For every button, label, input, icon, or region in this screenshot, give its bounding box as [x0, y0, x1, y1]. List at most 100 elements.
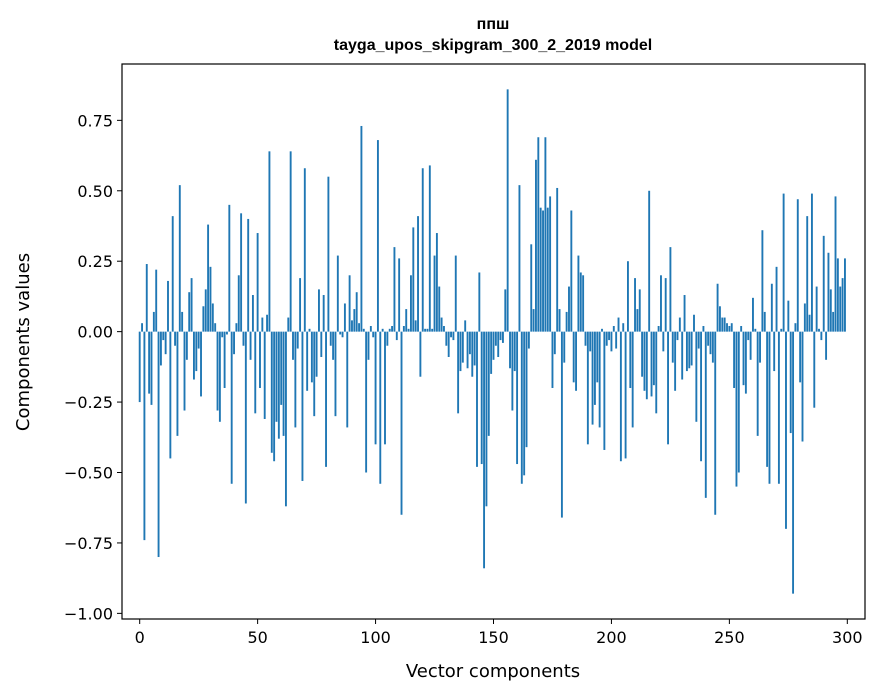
- bar-1: [141, 323, 143, 332]
- bar-179: [560, 331, 563, 518]
- bar-44: [242, 331, 245, 346]
- bar-224: [667, 331, 669, 445]
- bar-74: [313, 331, 316, 417]
- bar-291: [825, 331, 828, 360]
- bar-216: [648, 190, 651, 332]
- bar-263: [759, 331, 761, 363]
- chart-subtitle: tayga_upos_skipgram_300_2_2019 model: [334, 37, 652, 54]
- bar-297: [839, 286, 842, 332]
- bar-215: [645, 331, 648, 400]
- bar-140: [468, 331, 471, 355]
- bar-228: [676, 331, 679, 341]
- bar-61: [282, 331, 285, 436]
- bar-292: [827, 252, 830, 332]
- bar-89: [348, 275, 351, 332]
- bar-289: [820, 331, 823, 341]
- bar-258: [747, 331, 750, 341]
- bar-106: [388, 328, 391, 332]
- bar-48: [251, 295, 254, 332]
- bar-116: [412, 227, 415, 332]
- bar-249: [726, 323, 728, 332]
- bar-53: [263, 331, 266, 419]
- bar-142: [473, 331, 476, 366]
- bar-68: [299, 278, 302, 332]
- bar-265: [763, 311, 766, 332]
- bar-96: [365, 331, 368, 473]
- x-tick-label: 200: [596, 628, 627, 647]
- bar-9: [159, 331, 162, 366]
- bar-238: [700, 331, 703, 462]
- bar-121: [424, 328, 427, 332]
- bar-4: [148, 331, 151, 394]
- bar-280: [799, 331, 802, 383]
- bar-188: [582, 275, 585, 332]
- bar-115: [410, 275, 412, 332]
- x-tick-label: 250: [714, 628, 745, 647]
- bar-229: [678, 317, 681, 332]
- bar-221: [660, 275, 662, 332]
- bar-214: [643, 331, 646, 391]
- bar-269: [773, 331, 776, 372]
- bar-28: [204, 289, 207, 332]
- bar-126: [435, 233, 438, 332]
- bar-175: [551, 331, 554, 388]
- bar-148: [487, 331, 490, 436]
- bar-284: [808, 314, 811, 332]
- bar-153: [499, 331, 502, 341]
- bar-128: [440, 317, 443, 332]
- bar-222: [662, 331, 665, 352]
- bar-131: [447, 331, 450, 357]
- bar-75: [315, 331, 318, 377]
- bar-79: [325, 331, 327, 467]
- bar-111: [400, 331, 403, 515]
- bar-67: [296, 331, 299, 349]
- bar-110: [398, 258, 401, 332]
- bar-152: [497, 331, 500, 357]
- bar-144: [478, 272, 481, 332]
- bar-97: [367, 331, 370, 360]
- bar-223: [664, 278, 667, 332]
- bar-197: [603, 331, 606, 450]
- y-axis-label: Components values: [13, 253, 34, 431]
- bar-272: [780, 328, 783, 332]
- bar-86: [341, 331, 344, 338]
- bar-204: [619, 331, 622, 462]
- bar-173: [546, 207, 549, 332]
- bar-181: [565, 311, 568, 332]
- bar-0: [138, 331, 141, 403]
- bars-group: [138, 89, 846, 594]
- bar-242: [709, 331, 712, 355]
- bar-50: [256, 233, 259, 332]
- bar-174: [549, 196, 552, 332]
- bar-84: [336, 255, 339, 332]
- bar-167: [532, 309, 535, 332]
- bar-108: [393, 247, 396, 332]
- x-tick-label: 0: [135, 628, 145, 647]
- bar-250: [728, 326, 731, 332]
- bar-279: [796, 199, 799, 332]
- bar-143: [476, 331, 478, 467]
- bar-159: [513, 331, 516, 372]
- bar-123: [428, 165, 431, 332]
- bar-298: [841, 278, 844, 332]
- bar-270: [775, 266, 778, 332]
- y-tick-label: 0.25: [77, 252, 113, 271]
- bar-51: [259, 331, 261, 388]
- bar-62: [284, 331, 287, 507]
- y-tick-label: −1.00: [64, 604, 113, 623]
- bar-271: [777, 331, 780, 484]
- bar-226: [671, 331, 674, 363]
- bar-176: [553, 331, 556, 355]
- bar-66: [294, 331, 297, 428]
- bar-100: [374, 331, 377, 445]
- bar-14: [171, 216, 174, 332]
- bar-290: [822, 235, 825, 332]
- bar-7: [155, 269, 158, 332]
- bar-299: [844, 258, 846, 332]
- bar-56: [270, 331, 273, 453]
- bar-213: [641, 331, 644, 377]
- bar-95: [362, 328, 365, 332]
- bar-150: [492, 331, 495, 360]
- bar-236: [695, 331, 698, 422]
- bar-12: [167, 280, 169, 332]
